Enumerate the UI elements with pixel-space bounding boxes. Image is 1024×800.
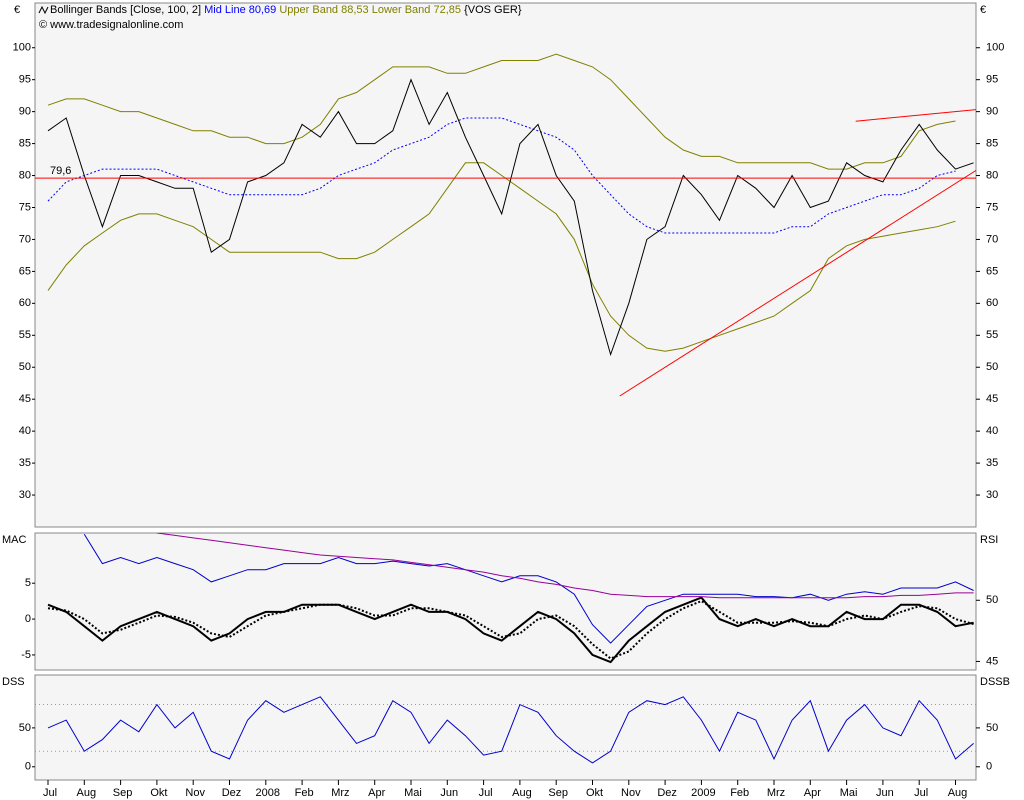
x-tick-label: Nov (185, 787, 205, 799)
y2-tick-label: 45 (986, 655, 998, 667)
x-tick-label: Jul (43, 787, 57, 799)
series-line (83, 533, 974, 644)
x-tick-label: Dez (657, 787, 677, 799)
ticker: {VOS GER} (464, 4, 522, 16)
y2-tick-label: 50 (986, 594, 998, 606)
y-tick-label: 90 (986, 106, 998, 118)
y-tick-label: 50 (986, 361, 998, 373)
y-tick-label: 55 (19, 329, 31, 341)
x-tick-label: Aug (512, 787, 532, 799)
credit: © www.tradesignalonline.com (39, 19, 183, 31)
x-tick-label: Mai (840, 787, 858, 799)
series-line (47, 596, 974, 664)
series-line (156, 533, 974, 599)
y-tick-label: 100 (13, 42, 31, 54)
horizontal-line-label: 79,6 (50, 165, 71, 177)
y-tick-label: 80 (19, 169, 31, 181)
y-tick-label: 65 (986, 265, 998, 277)
y-tick-label: 95 (19, 74, 31, 86)
x-tick-label: Jun (876, 787, 894, 799)
y-tick-label: 75 (19, 201, 31, 213)
y-axis-label: MAC (2, 534, 27, 546)
legend-entry: Mid Line 80,69 (204, 4, 276, 16)
x-tick-label: Okt (150, 787, 167, 799)
y-tick-label: 30 (19, 489, 31, 501)
unit-left: € (14, 4, 20, 16)
x-tick-label: Jun (440, 787, 458, 799)
x-tick-label: 2009 (691, 787, 715, 799)
y-tick-label: 40 (986, 425, 998, 437)
y-tick-label: 5 (25, 577, 31, 589)
dss-panel (34, 674, 977, 781)
y2-axis-label: DSSB (980, 676, 1010, 688)
y-tick-label: 50 (986, 722, 998, 734)
series-line (47, 117, 956, 234)
series-line (47, 53, 956, 170)
x-tick-label: Aug (948, 787, 968, 799)
y-tick-label: 90 (19, 106, 31, 118)
x-tick-label: Jul (914, 787, 928, 799)
y-tick-label: 100 (986, 42, 1004, 54)
series-line (47, 696, 974, 764)
y-tick-label: 0 (25, 761, 31, 773)
macd-panel (34, 532, 977, 671)
legend: Bollinger Bands [Close, 100, 2] Mid Line… (50, 4, 522, 16)
x-tick-label: Apr (368, 787, 385, 799)
y-axis-label: DSS (2, 676, 25, 688)
y-tick-label: 35 (19, 457, 31, 469)
y-tick-label: 95 (986, 74, 998, 86)
y-tick-label: 65 (19, 265, 31, 277)
x-tick-label: Feb (730, 787, 749, 799)
chart-title: Bollinger Bands [Close, 100, 2] (50, 4, 201, 16)
unit-right: € (980, 4, 986, 16)
y-tick-label: 45 (19, 393, 31, 405)
x-tick-label: Nov (621, 787, 641, 799)
y-tick-label: 60 (986, 297, 998, 309)
y-tick-label: 35 (986, 457, 998, 469)
y-tick-label: 70 (986, 233, 998, 245)
series-line (47, 162, 956, 352)
y-tick-label: 85 (986, 137, 998, 149)
x-tick-label: Apr (804, 787, 821, 799)
plot-area (35, 696, 976, 764)
legend-entry: Lower Band 72,85 (372, 4, 461, 16)
y-tick-label: 60 (19, 297, 31, 309)
trend-line (619, 169, 976, 397)
indicator-icon (38, 5, 49, 15)
x-tick-label: Sep (548, 787, 568, 799)
price-panel (34, 2, 977, 528)
x-tick-label: Aug (77, 787, 97, 799)
y-tick-label: -5 (21, 649, 31, 661)
x-tick-label: Mrz (331, 787, 349, 799)
y2-axis-label: RSI (980, 534, 998, 546)
x-tick-label: Sep (113, 787, 133, 799)
x-tick-label: Okt (586, 787, 603, 799)
y-tick-label: 50 (19, 722, 31, 734)
y-tick-label: 55 (986, 329, 998, 341)
y-tick-label: 50 (19, 361, 31, 373)
x-tick-label: Mrz (767, 787, 785, 799)
trend-line (855, 109, 976, 122)
plot-area (47, 53, 976, 397)
x-tick-label: Dez (222, 787, 242, 799)
y-tick-label: 70 (19, 233, 31, 245)
series-line (47, 599, 974, 660)
y-tick-label: 45 (986, 393, 998, 405)
y-tick-label: 0 (25, 613, 31, 625)
plot-area (47, 533, 974, 664)
x-tick-label: 2008 (256, 787, 280, 799)
y-tick-label: 0 (986, 761, 992, 773)
y-tick-label: 75 (986, 201, 998, 213)
price-line (47, 78, 974, 357)
x-tick-label: Jul (479, 787, 493, 799)
legend-entry: Upper Band 88,53 (279, 4, 368, 16)
x-tick-label: Mai (404, 787, 422, 799)
y-tick-label: 80 (986, 169, 998, 181)
y-tick-label: 85 (19, 137, 31, 149)
y-tick-label: 40 (19, 425, 31, 437)
x-tick-label: Feb (295, 787, 314, 799)
y-tick-label: 30 (986, 489, 998, 501)
